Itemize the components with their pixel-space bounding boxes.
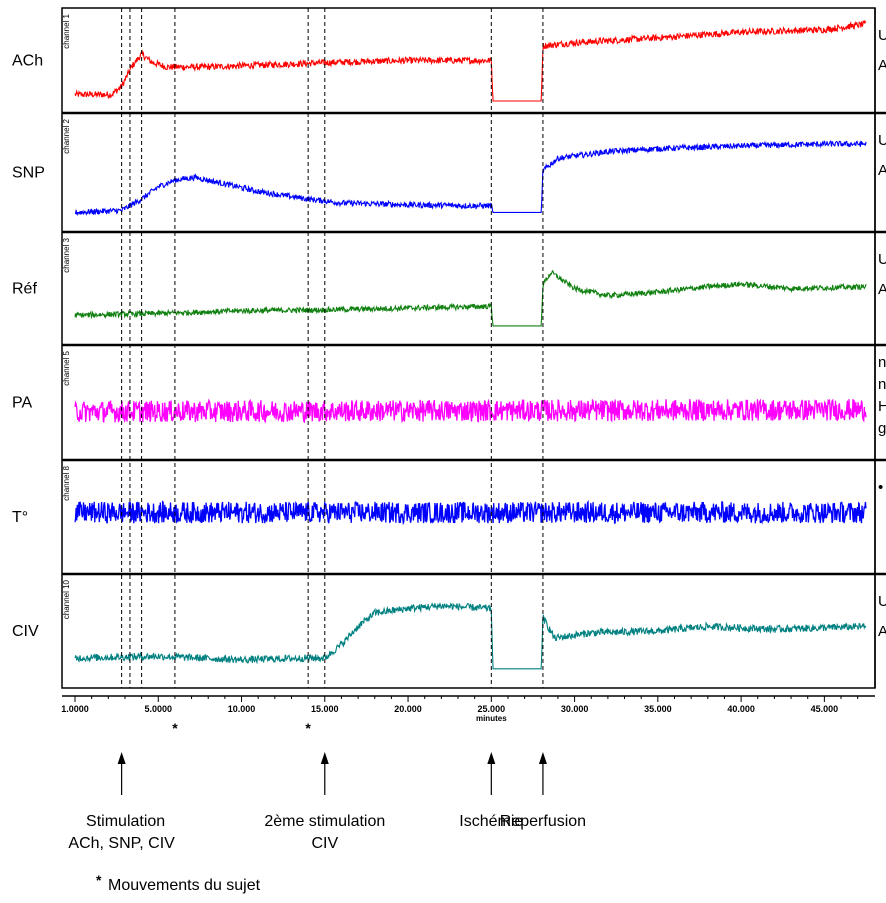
side-letter: A (878, 281, 886, 298)
row-label: SNP (12, 165, 45, 182)
side-letter: A (878, 623, 886, 640)
movement-legend: * Mouvements du sujet (96, 872, 261, 894)
row-label: CIV (12, 623, 39, 640)
legend-text: Mouvements du sujet (108, 877, 261, 894)
trace-channel-1 (74, 19, 867, 102)
side-letter: g (878, 420, 886, 437)
arrow-head (320, 752, 329, 764)
side-letter: U (878, 593, 886, 610)
annotation: Reperfusion (500, 752, 586, 830)
row-label: Réf (12, 281, 37, 298)
x-tick-label: 45.000 (811, 704, 839, 714)
event-lines (121, 8, 544, 688)
row-label: ACh (12, 53, 43, 70)
x-axis-label: minutes (476, 714, 507, 723)
annotation-text: ACh, SNP, CIV (68, 835, 175, 852)
side-letter: H (878, 398, 886, 415)
annotation: 2ème stimulation CIV (264, 752, 385, 852)
annotations: Stimulation ACh, SNP, CIV 2ème stimulation… (68, 752, 586, 852)
annotation-text: Reperfusion (500, 813, 586, 830)
side-letter: A (878, 162, 886, 179)
movement-star: * (172, 720, 178, 736)
side-letter: n (878, 376, 886, 393)
movement-star: * (305, 720, 311, 736)
plot-frame (61, 7, 886, 689)
x-tick-label: 40.000 (727, 704, 755, 714)
annotation-text: Stimulation (86, 813, 165, 830)
row-label: T° (12, 509, 28, 526)
x-tick-label: 1.0000 (61, 704, 89, 714)
annotation-text: CIV (311, 835, 338, 852)
channel-label: channel 1 (62, 13, 71, 48)
channel-label: channel 10 (62, 579, 71, 619)
arrow-head (487, 752, 496, 764)
channel-label: channel 3 (62, 237, 71, 272)
x-tick-label: 10.000 (228, 704, 256, 714)
traces (74, 19, 867, 670)
trace-channel-10 (74, 601, 867, 670)
x-tick-label: 25.000 (478, 704, 506, 714)
trace-channel-5 (74, 398, 867, 424)
side-letter: n (878, 354, 886, 371)
annotation: Stimulation ACh, SNP, CIV (68, 752, 175, 852)
side-letter: U (878, 251, 886, 268)
trace-channel-8 (74, 499, 867, 526)
x-tick-label: 5.0000 (144, 704, 172, 714)
trace-channel-3 (74, 269, 867, 327)
plot-border (61, 7, 876, 689)
side-letter: U (878, 132, 886, 149)
trace-channel-2 (74, 140, 867, 217)
channel-label: channel 8 (62, 465, 71, 500)
x-tick-label: 30.000 (561, 704, 589, 714)
legend-star: * (96, 872, 102, 888)
x-tick-label: 15.000 (311, 704, 339, 714)
annotation-text: Ischémie (459, 813, 523, 830)
x-tick-label: 35.000 (644, 704, 672, 714)
row-label: PA (12, 395, 32, 412)
side-letter: A (878, 57, 886, 74)
x-axis: 1.0000 5.0000 10.000 15.000 20.000 25.000 30.0… (61, 695, 875, 736)
annotation: Ischémie (459, 752, 523, 830)
annotation-text: 2ème stimulation (264, 813, 385, 830)
arrow-head (117, 752, 126, 764)
side-letter: U (878, 27, 886, 44)
channel-label: channel 2 (62, 118, 71, 153)
x-tick-label: 20.000 (394, 704, 422, 714)
channel-label: channel 5 (62, 350, 71, 385)
arrow-head (538, 752, 547, 764)
side-letter: • (878, 479, 883, 496)
